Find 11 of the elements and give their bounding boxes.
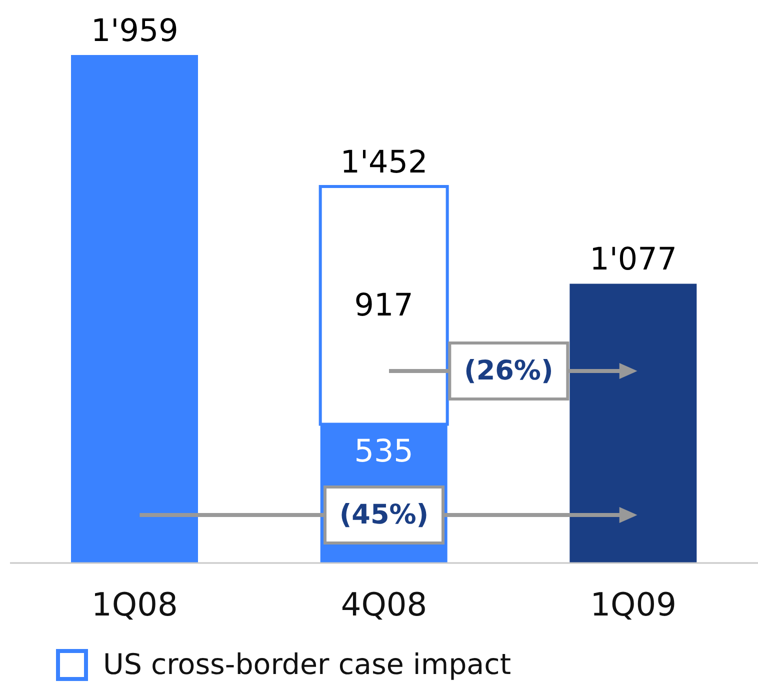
total-label: 1'077 [590,242,678,278]
annotation: (45%) [339,500,429,530]
total-label: 1'959 [90,13,178,49]
x-tick-label: 4Q08 [340,586,428,624]
total-label: 1'452 [340,144,428,180]
legend-label: US cross-border case impact [103,648,511,682]
data-label: 917 [354,287,414,324]
x-tick-label: 1Q08 [92,586,178,624]
x-tick-label: 1Q09 [590,586,676,624]
annotation: (26%) [464,356,554,386]
data-label: 535 [354,433,414,470]
